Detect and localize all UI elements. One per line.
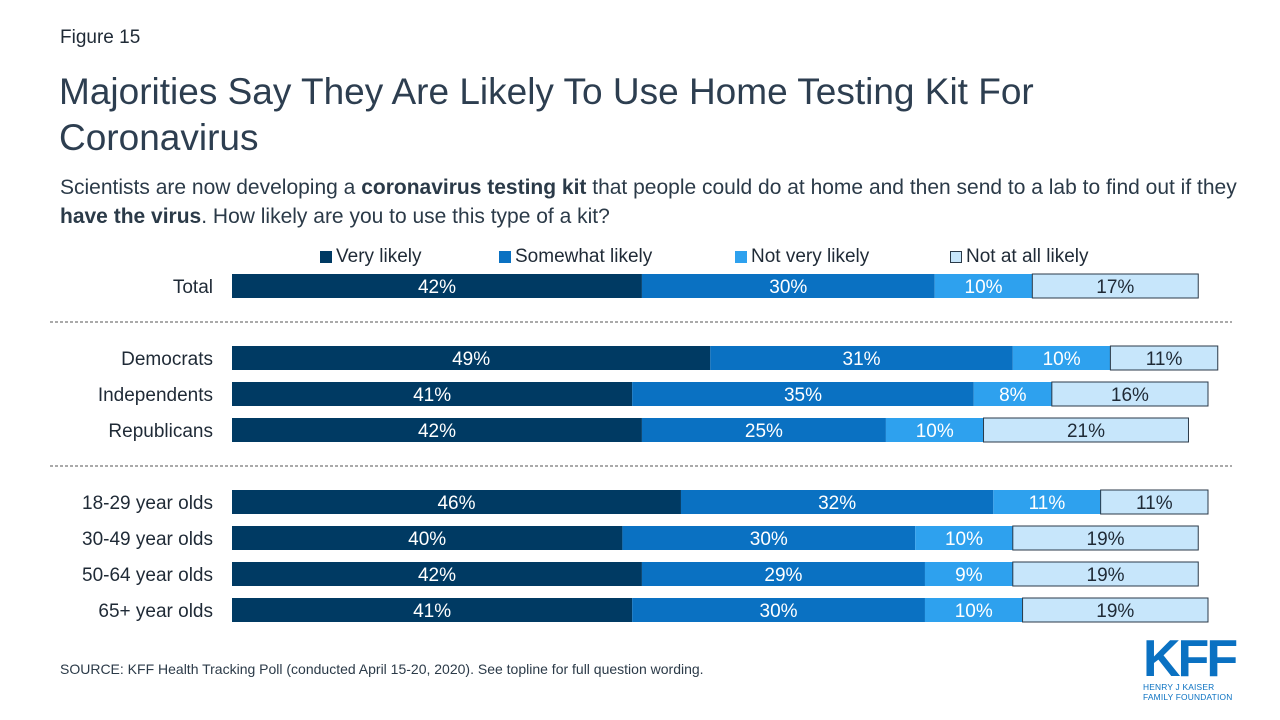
data-label: 19%: [1087, 565, 1125, 586]
data-label: 10%: [965, 277, 1003, 298]
legend-item-not-very-likely: Not very likely: [735, 246, 869, 268]
category-label: 65+ year olds: [98, 601, 213, 622]
bar-segment: [232, 382, 633, 406]
data-label: 8%: [999, 385, 1027, 406]
category-label: Independents: [98, 385, 213, 406]
legend-swatch: [499, 251, 511, 263]
bar-segment: [915, 526, 1013, 550]
chart-subtitle: Scientists are now developing a coronavi…: [60, 173, 1250, 231]
data-label: 11%: [1146, 349, 1183, 370]
bar-segment: [232, 562, 642, 586]
legend-swatch: [950, 251, 962, 263]
bar-segment: [1109, 345, 1219, 371]
bar-segment: [680, 490, 994, 514]
data-label: 17%: [1096, 277, 1134, 298]
bar-segment: [1012, 346, 1111, 370]
bar-segment: [641, 274, 935, 298]
source-note: SOURCE: KFF Health Tracking Poll (conduc…: [60, 661, 704, 677]
data-label: 42%: [418, 421, 456, 442]
data-label: 30%: [750, 529, 788, 550]
bar-segment: [622, 526, 916, 550]
bar-segment: [232, 346, 711, 370]
legend-label: Not very likely: [751, 246, 870, 267]
legend-swatch: [735, 251, 747, 263]
data-label: 30%: [769, 277, 807, 298]
bar-segment: [232, 598, 633, 622]
bar-segment: [641, 418, 886, 442]
subtitle-text-3: . How likely are you to use this type of…: [201, 205, 610, 228]
bar-segment: [1022, 597, 1209, 623]
subtitle-bold-2: have the virus: [60, 205, 202, 228]
data-label: 9%: [955, 565, 983, 586]
logo-line-2: FAMILY FOUNDATION: [1143, 692, 1233, 702]
bar-segment: [983, 417, 1189, 443]
bar-segment: [934, 274, 1033, 298]
legend-label: Not at all likely: [966, 246, 1089, 267]
category-label: 18-29 year olds: [82, 493, 213, 514]
legend-item-very-likely: Very likely: [320, 246, 422, 268]
data-label: 32%: [818, 493, 856, 514]
bar-segment: [632, 382, 974, 406]
data-label: 10%: [945, 529, 983, 550]
bar-segment: [1051, 381, 1209, 407]
bar-segment: [232, 274, 642, 298]
subtitle-bold-1: coronavirus testing kit: [361, 176, 587, 199]
subtitle-text-2: that people could do at home and then se…: [586, 176, 1237, 199]
data-label: 41%: [413, 601, 451, 622]
chart-title: Majorities Say They Are Likely To Use Ho…: [59, 71, 1034, 158]
bar-segment: [924, 598, 1023, 622]
bar-segment: [993, 490, 1101, 514]
data-label: 42%: [418, 277, 456, 298]
data-label: 35%: [784, 385, 822, 406]
logo-line-1: HENRY J KAISER: [1143, 682, 1215, 692]
data-label: 49%: [452, 349, 490, 370]
data-label: 11%: [1136, 493, 1173, 514]
figure-label: Figure 15: [60, 27, 141, 48]
data-label: 42%: [418, 565, 456, 586]
bar-segment: [632, 598, 925, 622]
data-label: 10%: [916, 421, 954, 442]
legend-item-somewhat-likely: Somewhat likely: [499, 246, 652, 268]
data-label: 19%: [1096, 601, 1134, 622]
legend-label: Very likely: [336, 246, 422, 267]
legend-item-not-at-all-likely: Not at all likely: [950, 246, 1089, 268]
data-label: 11%: [1029, 493, 1066, 514]
data-label: 16%: [1111, 385, 1149, 406]
data-label: 10%: [955, 601, 993, 622]
category-label: Republicans: [108, 421, 213, 442]
data-label: 31%: [843, 349, 881, 370]
data-label: 25%: [745, 421, 783, 442]
data-label: 19%: [1087, 529, 1125, 550]
bar-segment: [232, 418, 642, 442]
bar-segment: [641, 562, 925, 586]
data-label: 40%: [408, 529, 446, 550]
bar-segment: [232, 490, 681, 514]
bar-segment: [1012, 525, 1199, 551]
category-label: Democrats: [121, 349, 213, 370]
data-label: 46%: [437, 493, 475, 514]
legend-label: Somewhat likely: [515, 246, 653, 267]
bar-segment: [1012, 561, 1199, 587]
bar-segment: [1031, 273, 1199, 299]
data-label: 29%: [764, 565, 802, 586]
logo-mark: KFF: [1143, 630, 1238, 688]
bar-segment: [885, 418, 984, 442]
bar-segment: [710, 346, 1013, 370]
data-label: 21%: [1067, 421, 1105, 442]
subtitle-text-1: Scientists are now developing a: [60, 176, 362, 199]
bar-segment: [1100, 489, 1209, 515]
kff-logo: KFF HENRY J KAISER FAMILY FOUNDATION: [1143, 630, 1238, 702]
legend-swatch: [320, 251, 332, 263]
category-label: 30-49 year olds: [82, 529, 213, 550]
category-label: Total: [173, 277, 213, 298]
data-label: 30%: [760, 601, 798, 622]
data-label: 10%: [1043, 349, 1081, 370]
bar-segment: [924, 562, 1013, 586]
bar-segment: [232, 526, 623, 550]
bar-segment: [973, 382, 1052, 406]
data-label: 41%: [413, 385, 451, 406]
category-label: 50-64 year olds: [82, 565, 213, 586]
